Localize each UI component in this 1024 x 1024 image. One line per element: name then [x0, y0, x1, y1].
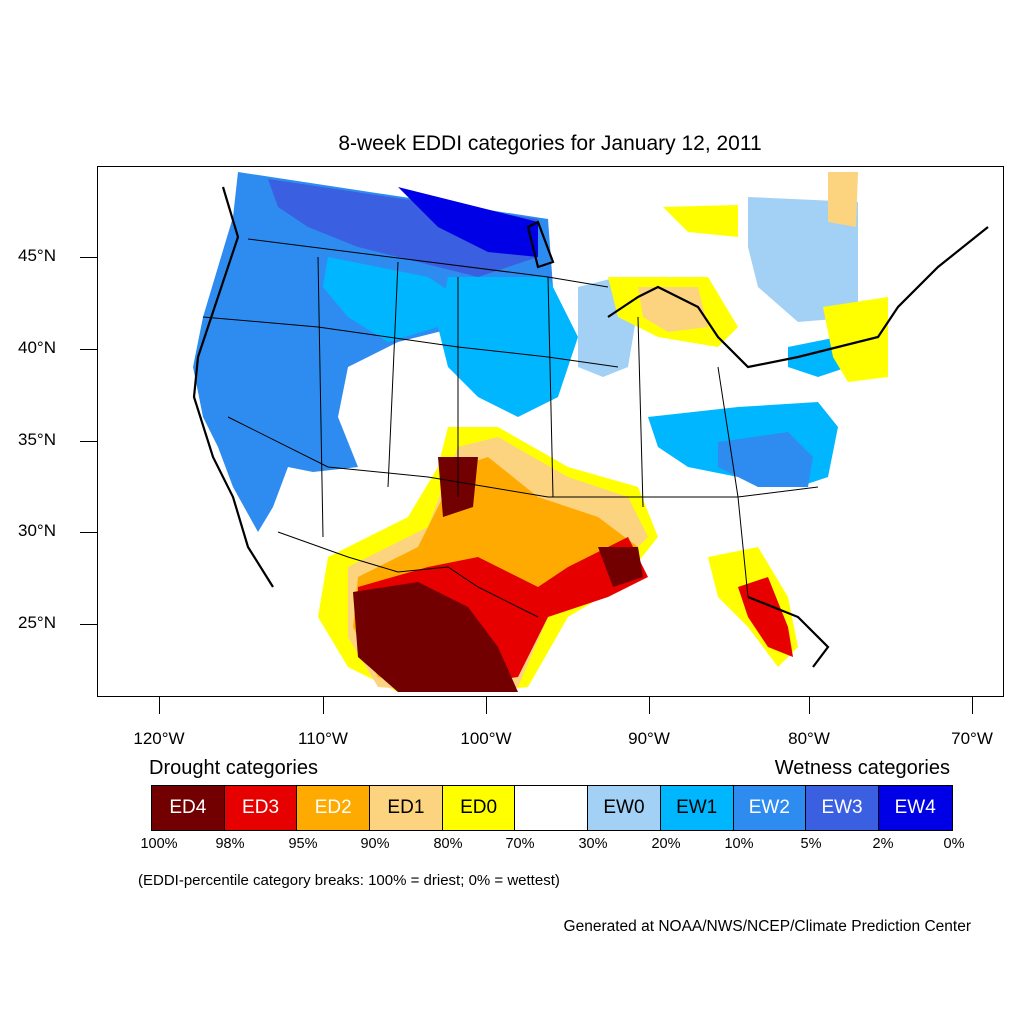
eddi-map [97, 166, 1004, 697]
legend-box-ed1: ED1 [370, 786, 443, 830]
map-canvas [192, 172, 989, 692]
legend-box-neutral [515, 786, 589, 830]
legend-box-ew3: EW3 [806, 786, 879, 830]
percent-label: 70% [505, 836, 535, 852]
percent-label: 100% [140, 836, 178, 852]
category-breaks-footnote: (EDDI-percentile category breaks: 100% =… [138, 872, 560, 889]
legend-box-ed4: ED4 [152, 786, 225, 830]
percent-label: 20% [651, 836, 681, 852]
wetness-categories-heading: Wetness categories [774, 757, 950, 779]
legend-box-ed0: ED0 [442, 786, 516, 830]
lon-tick [809, 697, 810, 714]
drought-categories-heading: Drought categories [149, 757, 318, 779]
boundaries [202, 238, 819, 618]
lat-tick [80, 624, 97, 625]
legend-box-ed3: ED3 [224, 786, 298, 830]
legend-box-ew4: EW4 [878, 786, 952, 830]
lat-tick [80, 441, 97, 442]
percent-label: 0% [943, 836, 965, 852]
lat-label-40n: 40°N [18, 338, 56, 357]
percent-label: 30% [578, 836, 608, 852]
lon-tick [486, 697, 487, 714]
lon-tick [972, 697, 973, 714]
lon-label-80w: 80°W [788, 729, 830, 748]
legend-box-ed2: ED2 [297, 786, 371, 830]
lon-tick [649, 697, 650, 714]
map-title: 8-week EDDI categories for January 12, 2… [338, 132, 762, 155]
lon-label-120w: 120°W [133, 729, 185, 748]
legend-box-ew1: EW1 [660, 786, 734, 830]
percent-label: 98% [215, 836, 245, 852]
lat-label-35n: 35°N [18, 430, 56, 449]
lat-label-45n: 45°N [18, 246, 56, 265]
lat-label-25n: 25°N [18, 613, 56, 632]
percent-label: 2% [872, 836, 894, 852]
percent-label: 95% [288, 836, 318, 852]
drought-patches [318, 172, 888, 692]
lon-label-100w: 100°W [460, 729, 512, 748]
lon-label-70w: 70°W [951, 729, 993, 748]
percent-label: 10% [724, 836, 754, 852]
lat-tick [80, 532, 97, 533]
percent-label: 80% [433, 836, 463, 852]
legend-box-ew0: EW0 [588, 786, 661, 830]
lon-tick [159, 697, 160, 714]
lon-label-90w: 90°W [628, 729, 670, 748]
category-legend: ED4 ED3 ED2 ED1 ED0 EW0 EW1 EW2 EW3 EW4 [151, 785, 953, 831]
lon-label-110w: 110°W [298, 729, 348, 748]
legend-box-ew2: EW2 [733, 786, 807, 830]
lon-tick [323, 697, 324, 714]
lat-tick [80, 349, 97, 350]
lat-tick [80, 257, 97, 258]
credit-line: Generated at NOAA/NWS/NCEP/Climate Predi… [563, 918, 971, 935]
percent-label: 90% [360, 836, 390, 852]
percent-label: 5% [800, 836, 822, 852]
coastlines [192, 186, 989, 668]
lat-label-30n: 30°N [18, 521, 56, 540]
